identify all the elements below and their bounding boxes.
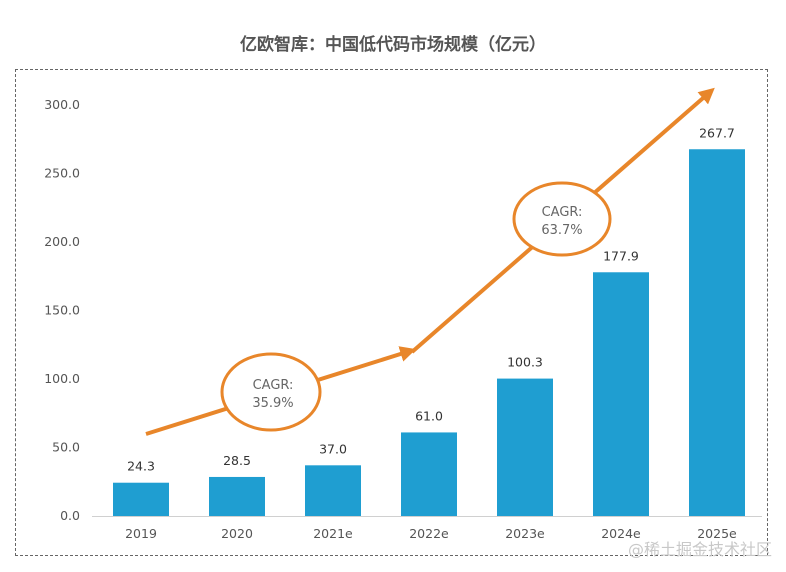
y-tick-label: 150.0 bbox=[44, 303, 80, 318]
y-tick-label: 100.0 bbox=[44, 371, 80, 386]
bar bbox=[113, 482, 169, 516]
cagr-label: CAGR: bbox=[253, 378, 294, 393]
x-tick-label: 2020 bbox=[221, 526, 253, 541]
chart-title: 亿欧智库：中国低代码市场规模（亿元） bbox=[240, 35, 546, 55]
x-tick-label: 2025e bbox=[697, 526, 737, 541]
bar bbox=[209, 476, 265, 516]
y-tick-label: 0.0 bbox=[60, 508, 80, 523]
bar bbox=[497, 378, 553, 516]
bar bbox=[401, 432, 457, 516]
bar bbox=[305, 465, 361, 516]
data-label: 37.0 bbox=[319, 441, 347, 456]
cagr-value: 35.9% bbox=[252, 396, 293, 411]
data-label: 267.7 bbox=[699, 125, 735, 140]
cagr-label: CAGR: bbox=[542, 205, 583, 220]
bar bbox=[593, 272, 649, 516]
x-tick-label: 2019 bbox=[125, 526, 157, 541]
data-label: 24.3 bbox=[127, 459, 155, 474]
data-label: 177.9 bbox=[603, 248, 639, 263]
y-tick-label: 50.0 bbox=[52, 440, 80, 455]
x-tick-label: 2021e bbox=[313, 526, 353, 541]
cagr-value: 63.7% bbox=[541, 223, 582, 238]
data-label: 100.3 bbox=[507, 355, 543, 370]
bar bbox=[689, 149, 745, 516]
data-label: 61.0 bbox=[415, 408, 443, 423]
x-tick-label: 2023e bbox=[505, 526, 545, 541]
cagr-ellipse bbox=[512, 181, 612, 257]
y-tick-label: 300.0 bbox=[44, 97, 80, 112]
cagr-ellipse bbox=[220, 352, 322, 432]
x-tick-label: 2022e bbox=[409, 526, 449, 541]
chart-frame bbox=[15, 69, 768, 556]
x-tick-label: 2024e bbox=[601, 526, 641, 541]
data-label: 28.5 bbox=[223, 453, 251, 468]
y-tick-label: 250.0 bbox=[44, 166, 80, 181]
watermark: @稀土掘金技术社区 bbox=[627, 540, 772, 559]
y-tick-label: 200.0 bbox=[44, 234, 80, 249]
